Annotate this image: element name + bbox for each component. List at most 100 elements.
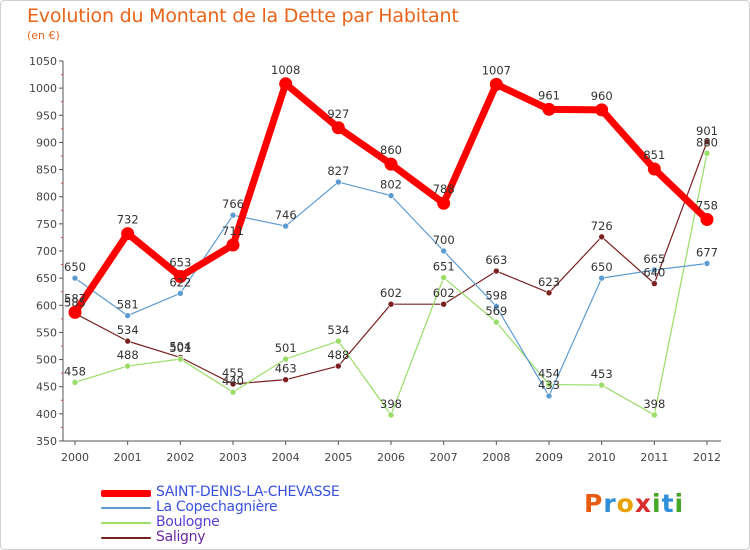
data-label: 501 xyxy=(169,341,191,355)
data-label: 488 xyxy=(117,348,139,362)
data-label: 827 xyxy=(327,164,349,178)
data-point xyxy=(703,138,711,146)
data-label: 960 xyxy=(591,89,613,103)
data-point xyxy=(282,222,289,230)
legend-label: SAINT-DENIS-LA-CHEVASSE xyxy=(156,484,340,500)
x-tick-label: 2000 xyxy=(61,451,89,464)
x-tick-label: 2009 xyxy=(535,451,563,464)
x-tick-label: 2011 xyxy=(640,451,668,464)
data-point xyxy=(124,362,131,370)
data-label: 398 xyxy=(643,397,665,411)
data-label: 663 xyxy=(485,253,507,267)
data-point xyxy=(437,196,451,210)
data-point xyxy=(700,213,714,227)
data-point xyxy=(647,162,661,176)
data-label: 860 xyxy=(380,143,402,157)
data-label: 788 xyxy=(433,182,455,196)
data-label: 587 xyxy=(64,291,86,305)
legend-swatch xyxy=(101,537,151,539)
data-point xyxy=(177,290,184,297)
data-point xyxy=(598,381,605,389)
data-label: 802 xyxy=(380,178,402,192)
data-label: 1008 xyxy=(271,63,300,77)
data-label: 927 xyxy=(327,107,349,121)
data-label: 458 xyxy=(64,364,86,378)
data-point xyxy=(493,318,500,326)
data-point xyxy=(387,300,395,308)
data-point xyxy=(229,211,237,219)
logo-letter: P xyxy=(584,489,604,518)
data-point xyxy=(387,411,395,419)
data-label: 651 xyxy=(433,260,455,274)
data-label: 488 xyxy=(327,348,349,362)
data-point xyxy=(440,247,447,255)
data-label: 700 xyxy=(433,233,455,247)
data-point xyxy=(489,77,503,91)
data-point xyxy=(387,192,395,199)
series-0 xyxy=(68,77,714,319)
data-point xyxy=(71,274,79,282)
data-label: 534 xyxy=(117,323,139,337)
data-point xyxy=(545,289,553,297)
x-tick-label: 2012 xyxy=(693,451,721,464)
data-point xyxy=(229,388,237,396)
data-label: 1007 xyxy=(482,63,511,77)
data-label: 534 xyxy=(327,323,349,337)
data-point xyxy=(68,305,82,319)
legend-swatch xyxy=(101,507,151,509)
y-tick-label: 700 xyxy=(36,245,57,258)
data-label: 665 xyxy=(643,252,665,266)
data-label: 501 xyxy=(275,341,297,355)
data-label: 653 xyxy=(169,256,191,270)
data-label: 766 xyxy=(222,197,244,211)
x-tick-label: 2001 xyxy=(114,451,142,464)
data-point xyxy=(493,267,500,275)
data-point xyxy=(335,362,342,370)
data-label: 455 xyxy=(222,366,244,380)
legend-label: Boulogne xyxy=(156,514,220,530)
data-point xyxy=(440,274,447,281)
y-tick-label: 600 xyxy=(36,299,57,312)
data-label: 650 xyxy=(591,260,613,274)
data-point xyxy=(598,233,605,241)
data-label: 440 xyxy=(222,374,244,388)
data-point xyxy=(440,300,447,308)
legend-label: Saligny xyxy=(156,529,206,545)
data-point xyxy=(384,157,398,171)
y-tick-label: 650 xyxy=(36,272,57,285)
x-tick-label: 2006 xyxy=(377,451,405,464)
logo-letter: o xyxy=(616,489,635,518)
data-label: 961 xyxy=(538,88,560,102)
series-2 xyxy=(71,149,711,419)
data-label: 598 xyxy=(485,288,507,302)
data-point xyxy=(282,355,289,363)
legend-swatch xyxy=(101,522,151,524)
y-tick-label: 1050 xyxy=(29,55,57,68)
data-point xyxy=(71,379,79,386)
data-point xyxy=(545,381,553,388)
data-label: 851 xyxy=(643,148,665,162)
y-tick-label: 800 xyxy=(36,191,57,204)
data-point xyxy=(124,312,131,319)
data-label: 454 xyxy=(538,367,560,381)
data-point xyxy=(595,103,609,117)
data-point xyxy=(335,337,342,345)
chart-unit: (en €) xyxy=(27,29,60,42)
proxiti-logo: Proxiti xyxy=(584,489,684,518)
data-label: 732 xyxy=(117,213,139,227)
data-point xyxy=(703,149,711,157)
data-label: 463 xyxy=(275,362,297,376)
data-point xyxy=(335,178,342,186)
y-tick-label: 750 xyxy=(36,218,57,231)
logo-letter: x xyxy=(634,489,652,518)
y-tick-label: 1000 xyxy=(29,82,57,95)
x-tick-label: 2008 xyxy=(482,451,510,464)
legend-label: La Copechagnière xyxy=(156,499,278,515)
logo-letter: r xyxy=(603,489,617,518)
data-point xyxy=(703,260,711,267)
logo-letter: i xyxy=(652,489,662,518)
data-point xyxy=(542,102,556,116)
data-label: 726 xyxy=(591,219,613,233)
